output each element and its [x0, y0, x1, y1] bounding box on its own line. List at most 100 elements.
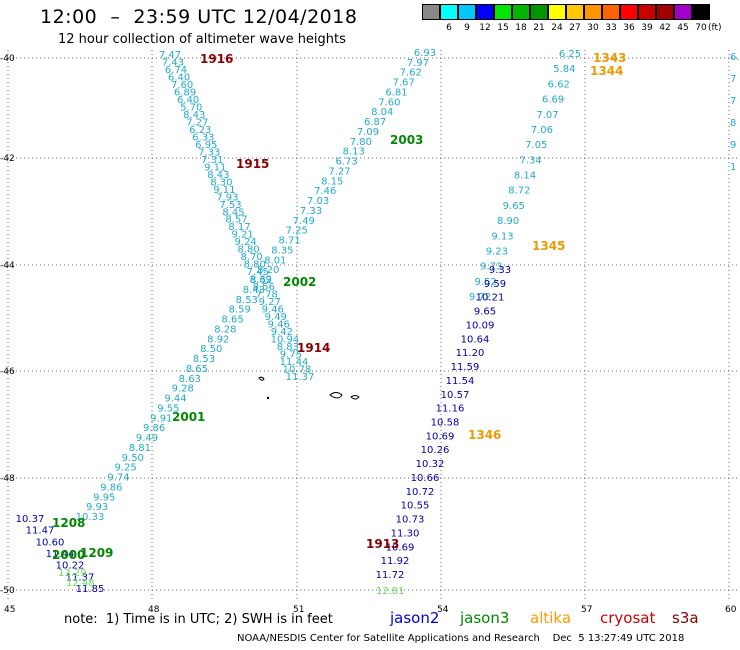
legend-swatch	[656, 4, 674, 20]
swh-value: 8.53	[236, 295, 258, 306]
pass-label: 1343	[593, 51, 626, 65]
legend-level: 39	[641, 23, 653, 33]
satellite-label-jason3: jason3	[460, 609, 510, 627]
swh-value: 9.95	[93, 492, 115, 503]
swh-value: 7.31	[201, 155, 223, 166]
swh-value: 10.55	[401, 501, 430, 512]
swh-value: 7.60	[171, 80, 193, 91]
x-tick-label: 57	[581, 605, 592, 615]
x-tick-label: 51	[293, 605, 304, 615]
legend-level: 70	[695, 23, 707, 33]
swh-value: 10.66	[411, 473, 440, 484]
swh-value: 8.71	[278, 236, 300, 247]
swh-value: 11.47	[26, 526, 55, 537]
swh-value: 10.73	[396, 515, 425, 526]
legend-swatch	[638, 4, 656, 20]
y-tick-label: -48	[0, 474, 15, 484]
swh-value: 8.43	[207, 170, 229, 181]
swh-value: 7.49	[293, 216, 315, 227]
pass-label: 2000	[52, 548, 85, 562]
island-shape	[258, 376, 265, 381]
legend-level: 24	[551, 23, 563, 33]
pass-label: 1345	[532, 239, 565, 253]
satellite-label-cryosat: cryosat	[600, 609, 656, 627]
swh-value: 9.73	[480, 262, 502, 273]
swh-value: 9.44	[164, 394, 186, 405]
swh-value-edge: 9	[730, 140, 736, 151]
swh-value-edge: 8	[730, 118, 736, 129]
swh-value: 7.93	[216, 192, 238, 203]
swh-value: 8.72	[508, 186, 530, 197]
swh-value: 9.86	[100, 482, 122, 493]
swh-value: 9.50	[122, 453, 144, 464]
swh-value: 7.62	[400, 68, 422, 79]
pass-label: 12.48	[66, 578, 95, 589]
pass-label: 1914	[297, 341, 330, 355]
x-tick-label: 45	[4, 605, 15, 615]
page-title: 12:00 – 23:59 UTC 12/04/2018	[40, 6, 358, 28]
swh-value-edge: 7	[730, 74, 736, 85]
swh-value: 5.70	[180, 102, 202, 113]
swh-value: 6.40	[168, 73, 190, 84]
swh-value: 7.34	[519, 155, 541, 166]
swh-value: 7.27	[328, 167, 350, 178]
x-tick-label: 60	[725, 605, 737, 615]
island-shape	[350, 395, 360, 400]
swh-value: 9.93	[86, 502, 108, 513]
swh-value: 10.78	[283, 365, 312, 376]
legend-swatch	[422, 4, 440, 20]
swh-value: 8.65	[221, 315, 243, 326]
swh-value: 10.57	[441, 390, 470, 401]
swh-value: 7.47	[159, 50, 181, 61]
swh-value: 8.15	[321, 176, 343, 187]
swh-value: 9.49	[265, 312, 287, 323]
swh-value: 6.93	[414, 48, 436, 59]
swh-value: 8.81	[129, 443, 151, 454]
swh-value: 7.27	[186, 117, 208, 128]
swh-value: 10.69	[426, 431, 455, 442]
swh-value: 6.81	[385, 88, 407, 99]
satellite-label-altika: altika	[530, 609, 572, 627]
swh-value: 11.72	[376, 570, 405, 581]
swh-value: 7.97	[407, 58, 429, 69]
pass-label: 2001	[172, 410, 205, 424]
swh-value: 6.74	[165, 65, 187, 76]
swh-value: 8.90	[497, 216, 519, 227]
legend-swatch	[530, 4, 548, 20]
footer-credit: NOAA/NESDIS Center for Satellite Applica…	[237, 633, 685, 644]
swh-value: 7.05	[525, 140, 547, 151]
pass-label: 2002	[283, 275, 316, 289]
swh-value: 8.35	[271, 245, 293, 256]
swh-value: 7.09	[357, 127, 379, 138]
swh-value: 8.45	[222, 207, 244, 218]
legend-level: 27	[569, 23, 581, 33]
x-tick-label: 54	[437, 605, 449, 615]
swh-value: 8.17	[228, 222, 250, 233]
swh-value: 6.89	[174, 87, 196, 98]
legend-level: 12	[479, 23, 491, 33]
swh-value: 8.56	[253, 282, 275, 293]
swh-value: 9.11	[204, 162, 226, 173]
swh-value: 8.13	[343, 147, 365, 158]
swh-value: 9.11	[213, 185, 235, 196]
swh-value: 11.37	[66, 572, 95, 583]
x-tick-label: 48	[148, 605, 160, 615]
swh-value: 8.50	[200, 344, 222, 355]
swh-value: 9.91	[150, 413, 172, 424]
swh-value-edge: 1	[730, 162, 736, 173]
swh-value: 8.28	[214, 324, 236, 335]
track-pass-2003: 6.937.977.627.676.817.608.046.877.097.80…	[76, 48, 436, 523]
swh-value: 9.21	[231, 230, 253, 241]
swh-value: 11.44	[280, 357, 309, 368]
swh-value: 7.80	[350, 137, 372, 148]
legend-swatch	[602, 4, 620, 20]
swh-value: 9.52	[474, 277, 496, 288]
satellite-label-jason2: jason2	[390, 609, 440, 627]
legend-level: 45	[677, 23, 689, 33]
legend-swatch	[566, 4, 584, 20]
swh-value: 8.30	[210, 177, 232, 188]
swh-value: 7.53	[219, 200, 241, 211]
swh-value: 10.37	[16, 514, 45, 525]
swh-value-edge: 7	[730, 96, 736, 107]
